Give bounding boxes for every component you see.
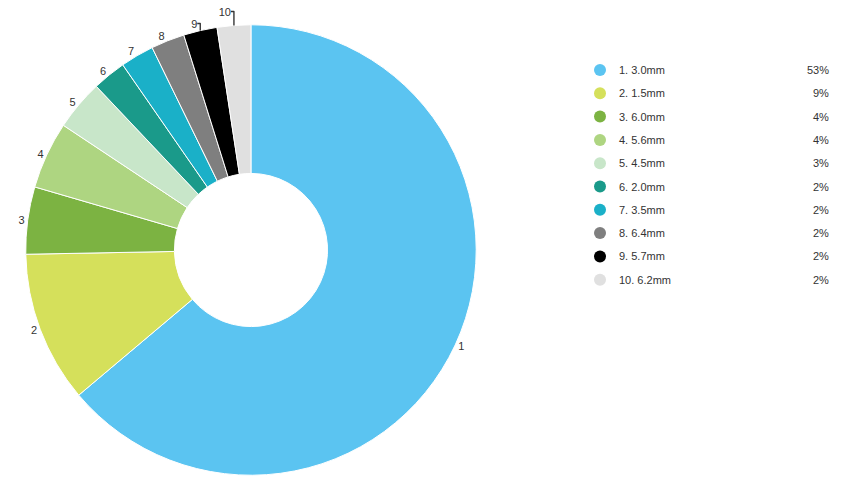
svg-text:3. 6.0mm: 3. 6.0mm [619, 111, 665, 123]
svg-text:3%: 3% [813, 157, 829, 169]
svg-text:2%: 2% [813, 204, 829, 216]
svg-text:2%: 2% [813, 274, 829, 286]
svg-text:2%: 2% [813, 181, 829, 193]
svg-text:8. 6.4mm: 8. 6.4mm [619, 227, 665, 239]
svg-text:5: 5 [70, 96, 76, 108]
svg-text:4%: 4% [813, 134, 829, 146]
svg-text:10. 6.2mm: 10. 6.2mm [619, 274, 671, 286]
svg-text:5. 4.5mm: 5. 4.5mm [619, 157, 665, 169]
svg-text:2. 1.5mm: 2. 1.5mm [619, 87, 665, 99]
svg-text:1: 1 [458, 340, 464, 352]
svg-text:4. 5.6mm: 4. 5.6mm [619, 134, 665, 146]
svg-text:4%: 4% [813, 111, 829, 123]
svg-text:2: 2 [31, 324, 37, 336]
svg-text:6. 2.0mm: 6. 2.0mm [619, 181, 665, 193]
svg-text:1. 3.0mm: 1. 3.0mm [619, 64, 665, 76]
svg-text:6: 6 [100, 65, 106, 77]
svg-text:7: 7 [128, 45, 134, 57]
svg-text:4: 4 [38, 148, 44, 160]
svg-text:10: 10 [219, 6, 231, 18]
svg-text:9. 5.7mm: 9. 5.7mm [619, 250, 665, 262]
svg-text:53%: 53% [807, 64, 829, 76]
svg-text:2%: 2% [813, 250, 829, 262]
svg-text:9%: 9% [813, 87, 829, 99]
svg-text:9: 9 [191, 18, 197, 30]
svg-text:2%: 2% [813, 227, 829, 239]
svg-text:3: 3 [19, 214, 25, 226]
svg-text:8: 8 [159, 30, 165, 42]
svg-text:7. 3.5mm: 7. 3.5mm [619, 204, 665, 216]
